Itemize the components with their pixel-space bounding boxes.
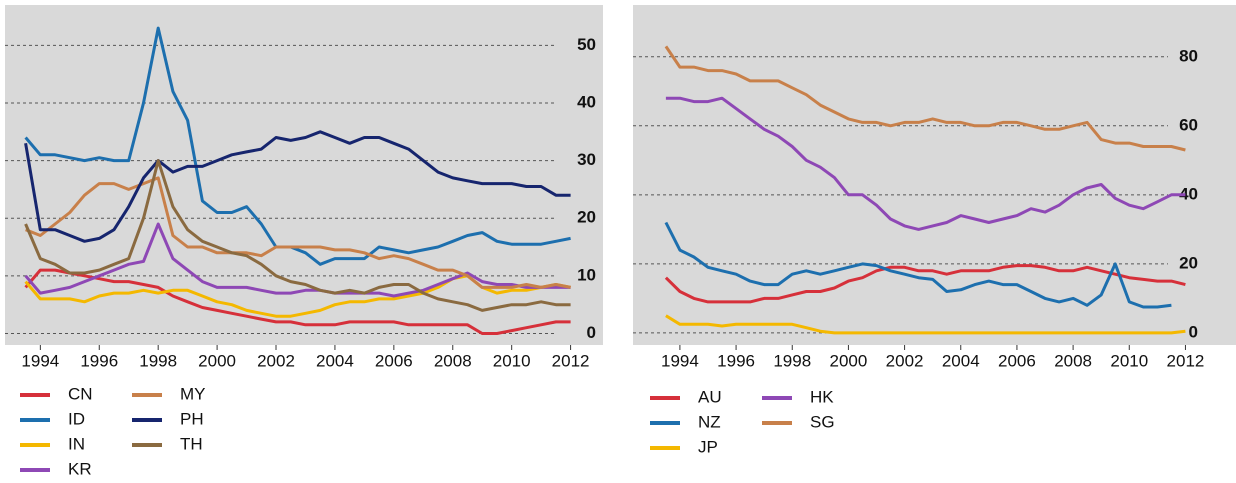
x-tick-label: 2012 bbox=[1167, 351, 1205, 370]
series-line bbox=[665, 96, 1186, 231]
y-tick-label: 80 bbox=[1179, 46, 1198, 65]
legend-label: MY bbox=[180, 384, 206, 403]
legend-label: TH bbox=[180, 434, 203, 453]
series-line bbox=[664, 264, 1186, 304]
x-tick-label: 1998 bbox=[773, 351, 811, 370]
x-tick-label: 1996 bbox=[717, 351, 755, 370]
x-tick-label: 2000 bbox=[830, 351, 868, 370]
legend-label: SG bbox=[810, 412, 835, 431]
series-line bbox=[24, 26, 571, 266]
x-tick-label: 1998 bbox=[139, 351, 177, 370]
series-line bbox=[24, 130, 571, 243]
legend-label: ID bbox=[68, 409, 85, 428]
series-line bbox=[665, 314, 1186, 335]
legend-label: KR bbox=[68, 459, 92, 478]
x-tick-label: 2004 bbox=[942, 351, 980, 370]
plot-background bbox=[633, 5, 1236, 345]
x-tick-label: 2000 bbox=[198, 351, 236, 370]
series-line bbox=[24, 159, 571, 312]
series-line bbox=[664, 45, 1186, 152]
series-line bbox=[24, 268, 571, 335]
plot-background bbox=[5, 5, 603, 345]
y-tick-label: 20 bbox=[1179, 253, 1198, 272]
y-tick-label: 0 bbox=[587, 323, 596, 342]
x-tick-label: 1994 bbox=[21, 351, 59, 370]
legend-label: HK bbox=[810, 387, 834, 406]
y-tick-label: 0 bbox=[1189, 322, 1198, 341]
x-tick-label: 1994 bbox=[661, 351, 699, 370]
series-line bbox=[24, 222, 571, 298]
y-tick-label: 50 bbox=[577, 35, 596, 54]
legend-label: CN bbox=[68, 384, 93, 403]
y-tick-label: 40 bbox=[1179, 184, 1198, 203]
x-tick-label: 2002 bbox=[257, 351, 295, 370]
y-tick-label: 10 bbox=[577, 265, 596, 284]
series-line bbox=[664, 221, 1172, 309]
y-tick-label: 40 bbox=[577, 92, 596, 111]
x-tick-label: 2008 bbox=[1054, 351, 1092, 370]
x-tick-label: 1996 bbox=[80, 351, 118, 370]
y-tick-label: 30 bbox=[577, 150, 596, 169]
x-tick-label: 2008 bbox=[434, 351, 472, 370]
x-tick-label: 2004 bbox=[316, 351, 354, 370]
x-tick-label: 2006 bbox=[375, 351, 413, 370]
legend-label: JP bbox=[698, 437, 718, 456]
x-tick-label: 2006 bbox=[998, 351, 1036, 370]
legend-label: IN bbox=[68, 434, 85, 453]
x-tick-label: 2002 bbox=[886, 351, 924, 370]
legend-label: NZ bbox=[698, 412, 721, 431]
y-tick-label: 60 bbox=[1179, 115, 1198, 134]
x-tick-label: 2010 bbox=[493, 351, 531, 370]
x-tick-label: 2010 bbox=[1110, 351, 1148, 370]
y-tick-label: 20 bbox=[577, 208, 596, 227]
legend-label: AU bbox=[698, 387, 722, 406]
legend-label: PH bbox=[180, 409, 204, 428]
series-line bbox=[25, 176, 571, 289]
x-tick-label: 2012 bbox=[552, 351, 590, 370]
